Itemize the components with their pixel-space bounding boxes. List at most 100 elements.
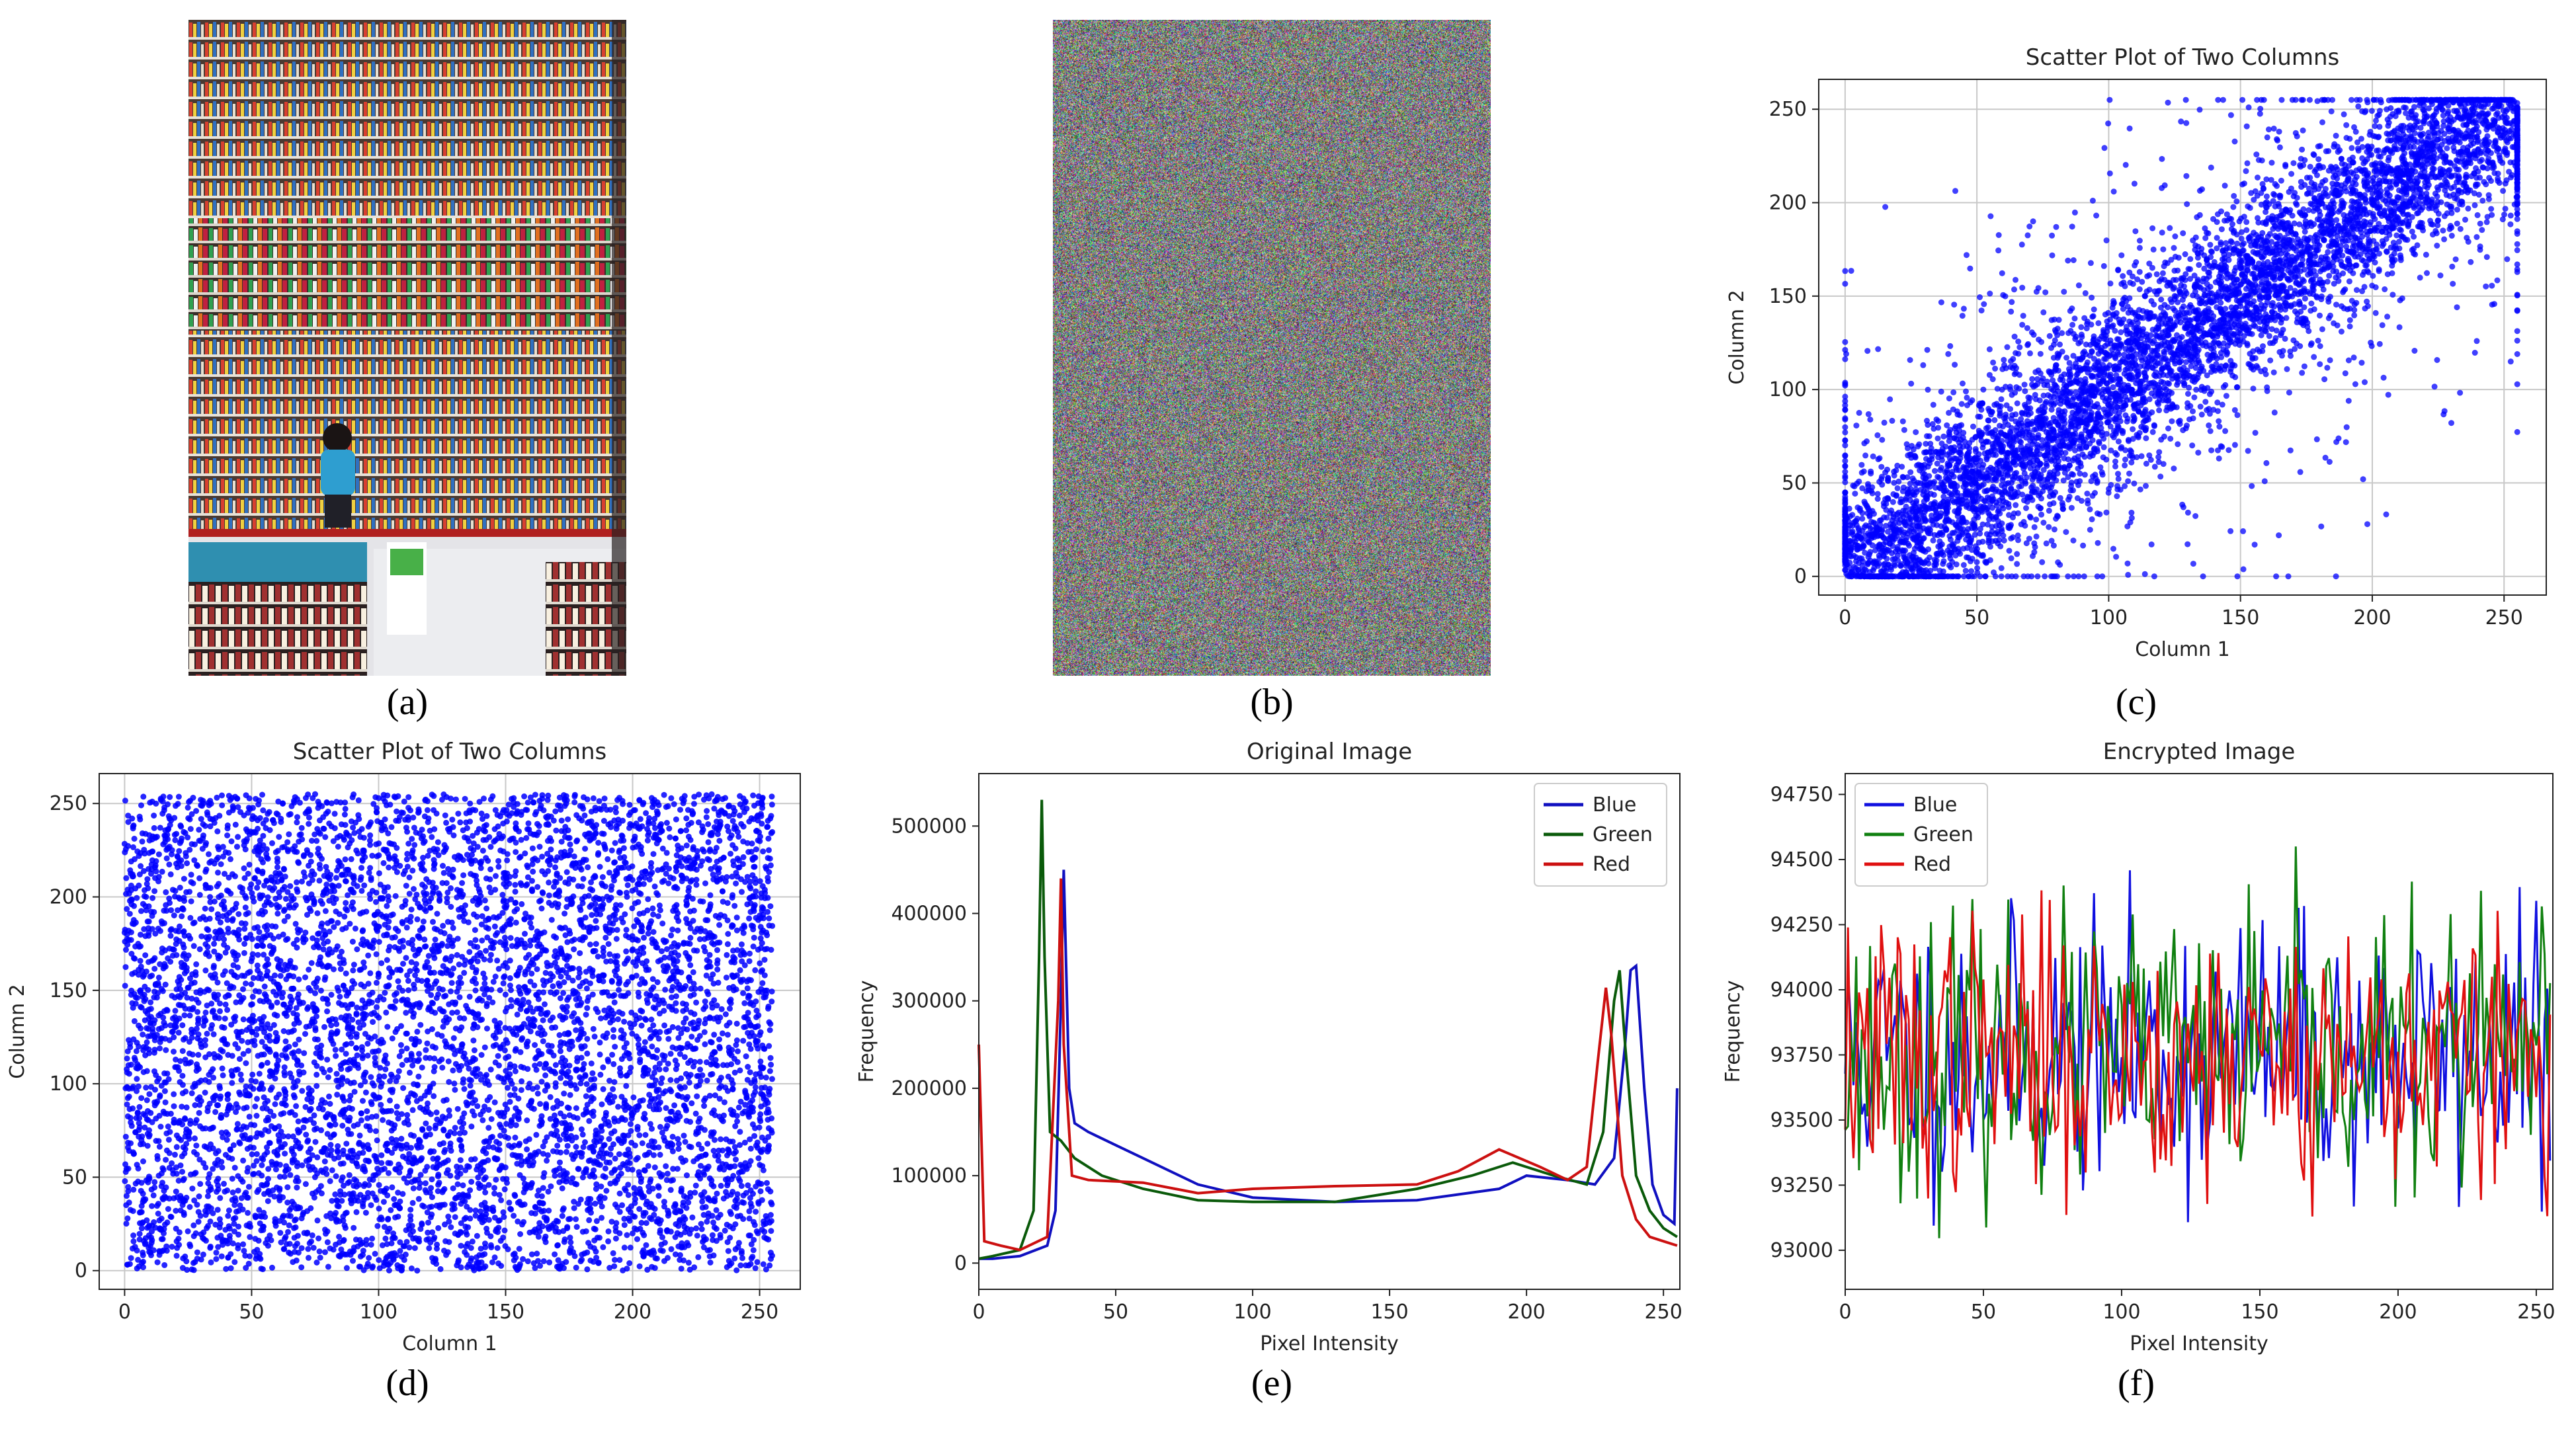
scatter-point — [2370, 175, 2376, 181]
scatter-point — [2273, 234, 2280, 241]
scatter-point — [2340, 225, 2347, 231]
scatter-point — [1955, 545, 1962, 552]
scatter-point — [2389, 111, 2396, 117]
scatter-point — [1921, 462, 1928, 468]
scatter-point — [2057, 495, 2063, 501]
scatter-point — [2106, 362, 2113, 368]
scatter-point — [2187, 256, 2194, 262]
scatter-point — [1960, 562, 1967, 568]
scatter-point — [2034, 442, 2041, 448]
scatter-point — [2418, 223, 2425, 230]
scatter-point — [2243, 227, 2250, 233]
scatter-point — [2018, 416, 2024, 422]
scatter-point — [2013, 370, 2019, 376]
scatter-point — [2178, 282, 2184, 288]
scatter-point — [2046, 507, 2052, 514]
scatter-point — [2155, 343, 2161, 350]
scatter-point — [2050, 491, 2056, 498]
scatter-point — [1992, 573, 1999, 580]
scatter-point — [2089, 437, 2096, 444]
scatter-point — [2093, 475, 2099, 482]
scatter-point — [2479, 198, 2486, 204]
scatter-point — [2070, 442, 2077, 448]
scatter-point — [2481, 179, 2487, 185]
scatter-point — [2244, 309, 2250, 315]
scatter-point — [2141, 344, 2148, 351]
scatter-point — [2054, 325, 2061, 332]
scatter-point — [2433, 230, 2440, 237]
scatter-point — [2001, 484, 2008, 491]
scatter-point — [2182, 251, 2188, 257]
scatter-point — [2149, 364, 2155, 371]
scatter-point — [2374, 112, 2381, 119]
scatter-point — [2202, 399, 2209, 405]
scatter-point — [2351, 312, 2358, 319]
scatter-point — [2230, 204, 2237, 210]
scatter-point — [2149, 428, 2156, 435]
scatter-point — [1987, 543, 1993, 550]
scatter-point — [2065, 497, 2071, 503]
scatter-point — [2315, 261, 2322, 268]
scatter-point — [2440, 112, 2446, 119]
scatter-point — [2260, 185, 2266, 192]
scatter-point — [2409, 228, 2415, 235]
scatter-point — [2338, 155, 2345, 162]
scatter-point — [2008, 536, 2015, 542]
scatter-point — [1874, 496, 1881, 502]
scatter-point — [1980, 386, 1987, 393]
encrypted-noise-image — [1053, 20, 1491, 676]
scatter-point — [2243, 219, 2250, 225]
scatter-point — [2046, 524, 2052, 530]
y-tick-label: 0 — [1794, 565, 1807, 588]
scatter-point — [2110, 384, 2116, 391]
scatter-point — [2284, 252, 2291, 259]
scatter-point — [2341, 111, 2347, 118]
scatter-point — [2161, 302, 2168, 308]
scatter-point — [2196, 312, 2202, 319]
scatter-point — [1946, 549, 1953, 555]
y-tick-label: 200 — [1769, 192, 1807, 215]
scatter-point — [2069, 321, 2076, 328]
scatter-point — [2475, 129, 2482, 136]
scatter-point — [2485, 192, 2492, 198]
scatter-point — [2110, 312, 2116, 319]
scatter-point — [1970, 501, 1977, 507]
scatter-point — [2206, 273, 2212, 280]
scatter-point — [2312, 233, 2318, 240]
scatter-point — [2267, 357, 2274, 364]
scatter-point — [1847, 552, 1853, 559]
scatter-point — [1946, 517, 1952, 524]
scatter-point — [2447, 223, 2454, 229]
scatter-point — [2483, 219, 2490, 225]
scatter-point — [2434, 193, 2440, 200]
scatter-point — [1990, 359, 1997, 366]
scatter-point — [2435, 217, 2441, 223]
scatter-point — [1923, 440, 1929, 447]
scatter-point — [1891, 479, 1897, 486]
scatter-point — [2113, 372, 2120, 378]
scatter-point — [1940, 449, 1946, 456]
scatter-point — [2068, 504, 2075, 511]
scatter-point — [2384, 248, 2389, 255]
scatter-point — [2264, 239, 2270, 245]
x-tick-label: 50 — [1964, 606, 1989, 629]
scatter-point — [2343, 188, 2350, 194]
scatter-point — [1864, 561, 1871, 567]
scatter-point — [2321, 237, 2327, 243]
scatter-point — [2278, 319, 2284, 326]
scatter-point — [2146, 261, 2153, 267]
scatter-point — [2223, 393, 2229, 399]
scatter-point — [2144, 360, 2151, 366]
scatter-point — [1924, 417, 1930, 424]
scatter-point — [1859, 515, 1866, 522]
scatter-point — [1879, 436, 1886, 443]
scatter-point — [2342, 370, 2348, 377]
scatter-point — [2343, 122, 2350, 128]
scatter-point — [2307, 175, 2313, 181]
scatter-point — [2440, 122, 2447, 129]
scatter-point — [2241, 274, 2248, 280]
scatter-point — [1899, 418, 1906, 424]
scatter-point — [2484, 165, 2491, 172]
scatter-point — [2015, 532, 2021, 539]
scatter-point — [2339, 161, 2345, 167]
